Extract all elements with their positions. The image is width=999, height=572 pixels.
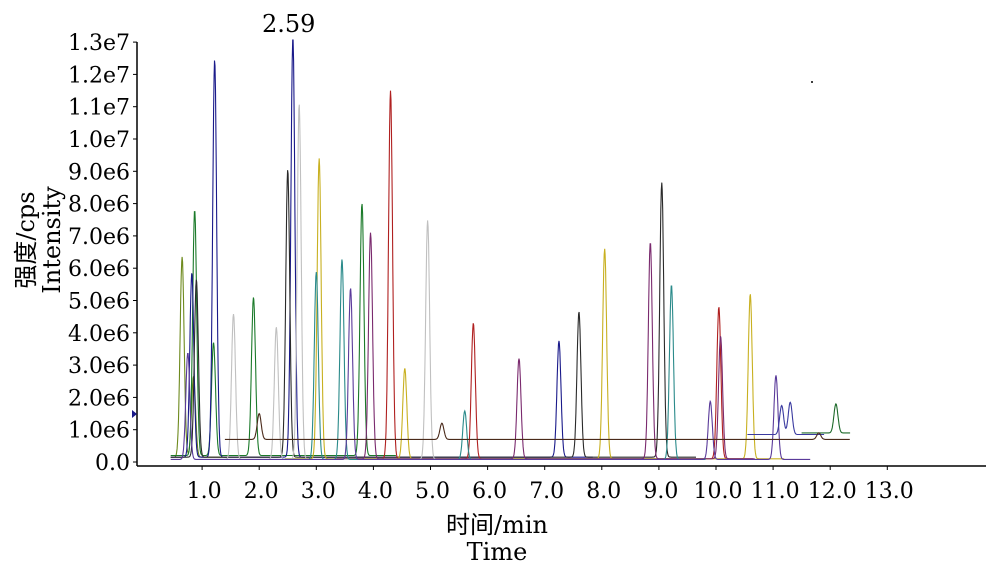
series-line-8 — [199, 104, 462, 460]
y-tick-label: 1.0e6 — [68, 419, 130, 444]
y-tick-label: 9.0e6 — [68, 160, 130, 185]
x-tick-label: 13.0 — [865, 479, 914, 504]
series-line-4 — [170, 170, 696, 458]
series-line-12 — [747, 401, 825, 436]
series-line-11 — [801, 402, 851, 434]
y-tick-label: 2.0e6 — [68, 386, 130, 411]
series-line-13 — [224, 412, 850, 440]
axis-marker — [132, 410, 137, 418]
x-tick-label: 12.0 — [808, 479, 857, 504]
y-axis-label-cn: 强度/cps — [12, 191, 40, 288]
series-line-9 — [282, 259, 706, 460]
series-line-5 — [356, 90, 753, 460]
y-tick-label: 5.0e6 — [68, 290, 130, 315]
y-tick-label: 7.0e6 — [68, 225, 130, 250]
x-tick-label: 1.0 — [187, 479, 222, 504]
series-line-7 — [336, 232, 755, 460]
y-tick-label: 4.0e6 — [68, 322, 130, 347]
x-axis-ticks: 1.0 2.0 3.0 4.0 5.0 6.0 7.0 8.0 9.0 10.0 11.0 12.0 1… — [187, 466, 914, 504]
x-tick-label: 10.0 — [694, 479, 743, 504]
x-tick-label: 4.0 — [358, 479, 393, 504]
series-line-3 — [170, 39, 593, 458]
y-tick-label: 1.0e7 — [68, 128, 130, 153]
x-tick-label: 9.0 — [643, 479, 678, 504]
x-tick-label: 3.0 — [301, 479, 336, 504]
y-tick-label: 3.0e6 — [68, 354, 130, 379]
x-tick-label: 6.0 — [472, 479, 507, 504]
x-tick-label: 7.0 — [529, 479, 564, 504]
y-axis-title: 强度/cps Intensity — [12, 186, 66, 294]
x-tick-label: 11.0 — [751, 479, 800, 504]
x-axis-label-en: Time — [467, 538, 528, 566]
x-tick-label: 5.0 — [415, 479, 450, 504]
peak-annotation: 2.59 — [262, 10, 315, 38]
stray-dot-mark — [811, 81, 813, 83]
x-tick-label: 8.0 — [586, 479, 621, 504]
y-tick-label: 1.3e7 — [68, 31, 130, 56]
series-line-10 — [170, 288, 811, 460]
y-tick-label: 1.2e7 — [68, 63, 130, 88]
y-axis-label-en: Intensity — [38, 186, 66, 294]
y-tick-label: 6.0e6 — [68, 257, 130, 282]
y-tick-label: 8.0e6 — [68, 193, 130, 218]
series-layer — [170, 39, 851, 460]
y-tick-label: 1.1e7 — [68, 96, 130, 121]
y-tick-label: 0.0 — [95, 451, 130, 476]
y-axis-ticks: 0.0 1.0e6 2.0e6 3.0e6 4.0e6 5.0e6 6.0e6 7.0e6 8.… — [68, 31, 137, 476]
x-axis-label-cn: 时间/min — [446, 511, 548, 539]
x-tick-label: 2.0 — [244, 479, 279, 504]
